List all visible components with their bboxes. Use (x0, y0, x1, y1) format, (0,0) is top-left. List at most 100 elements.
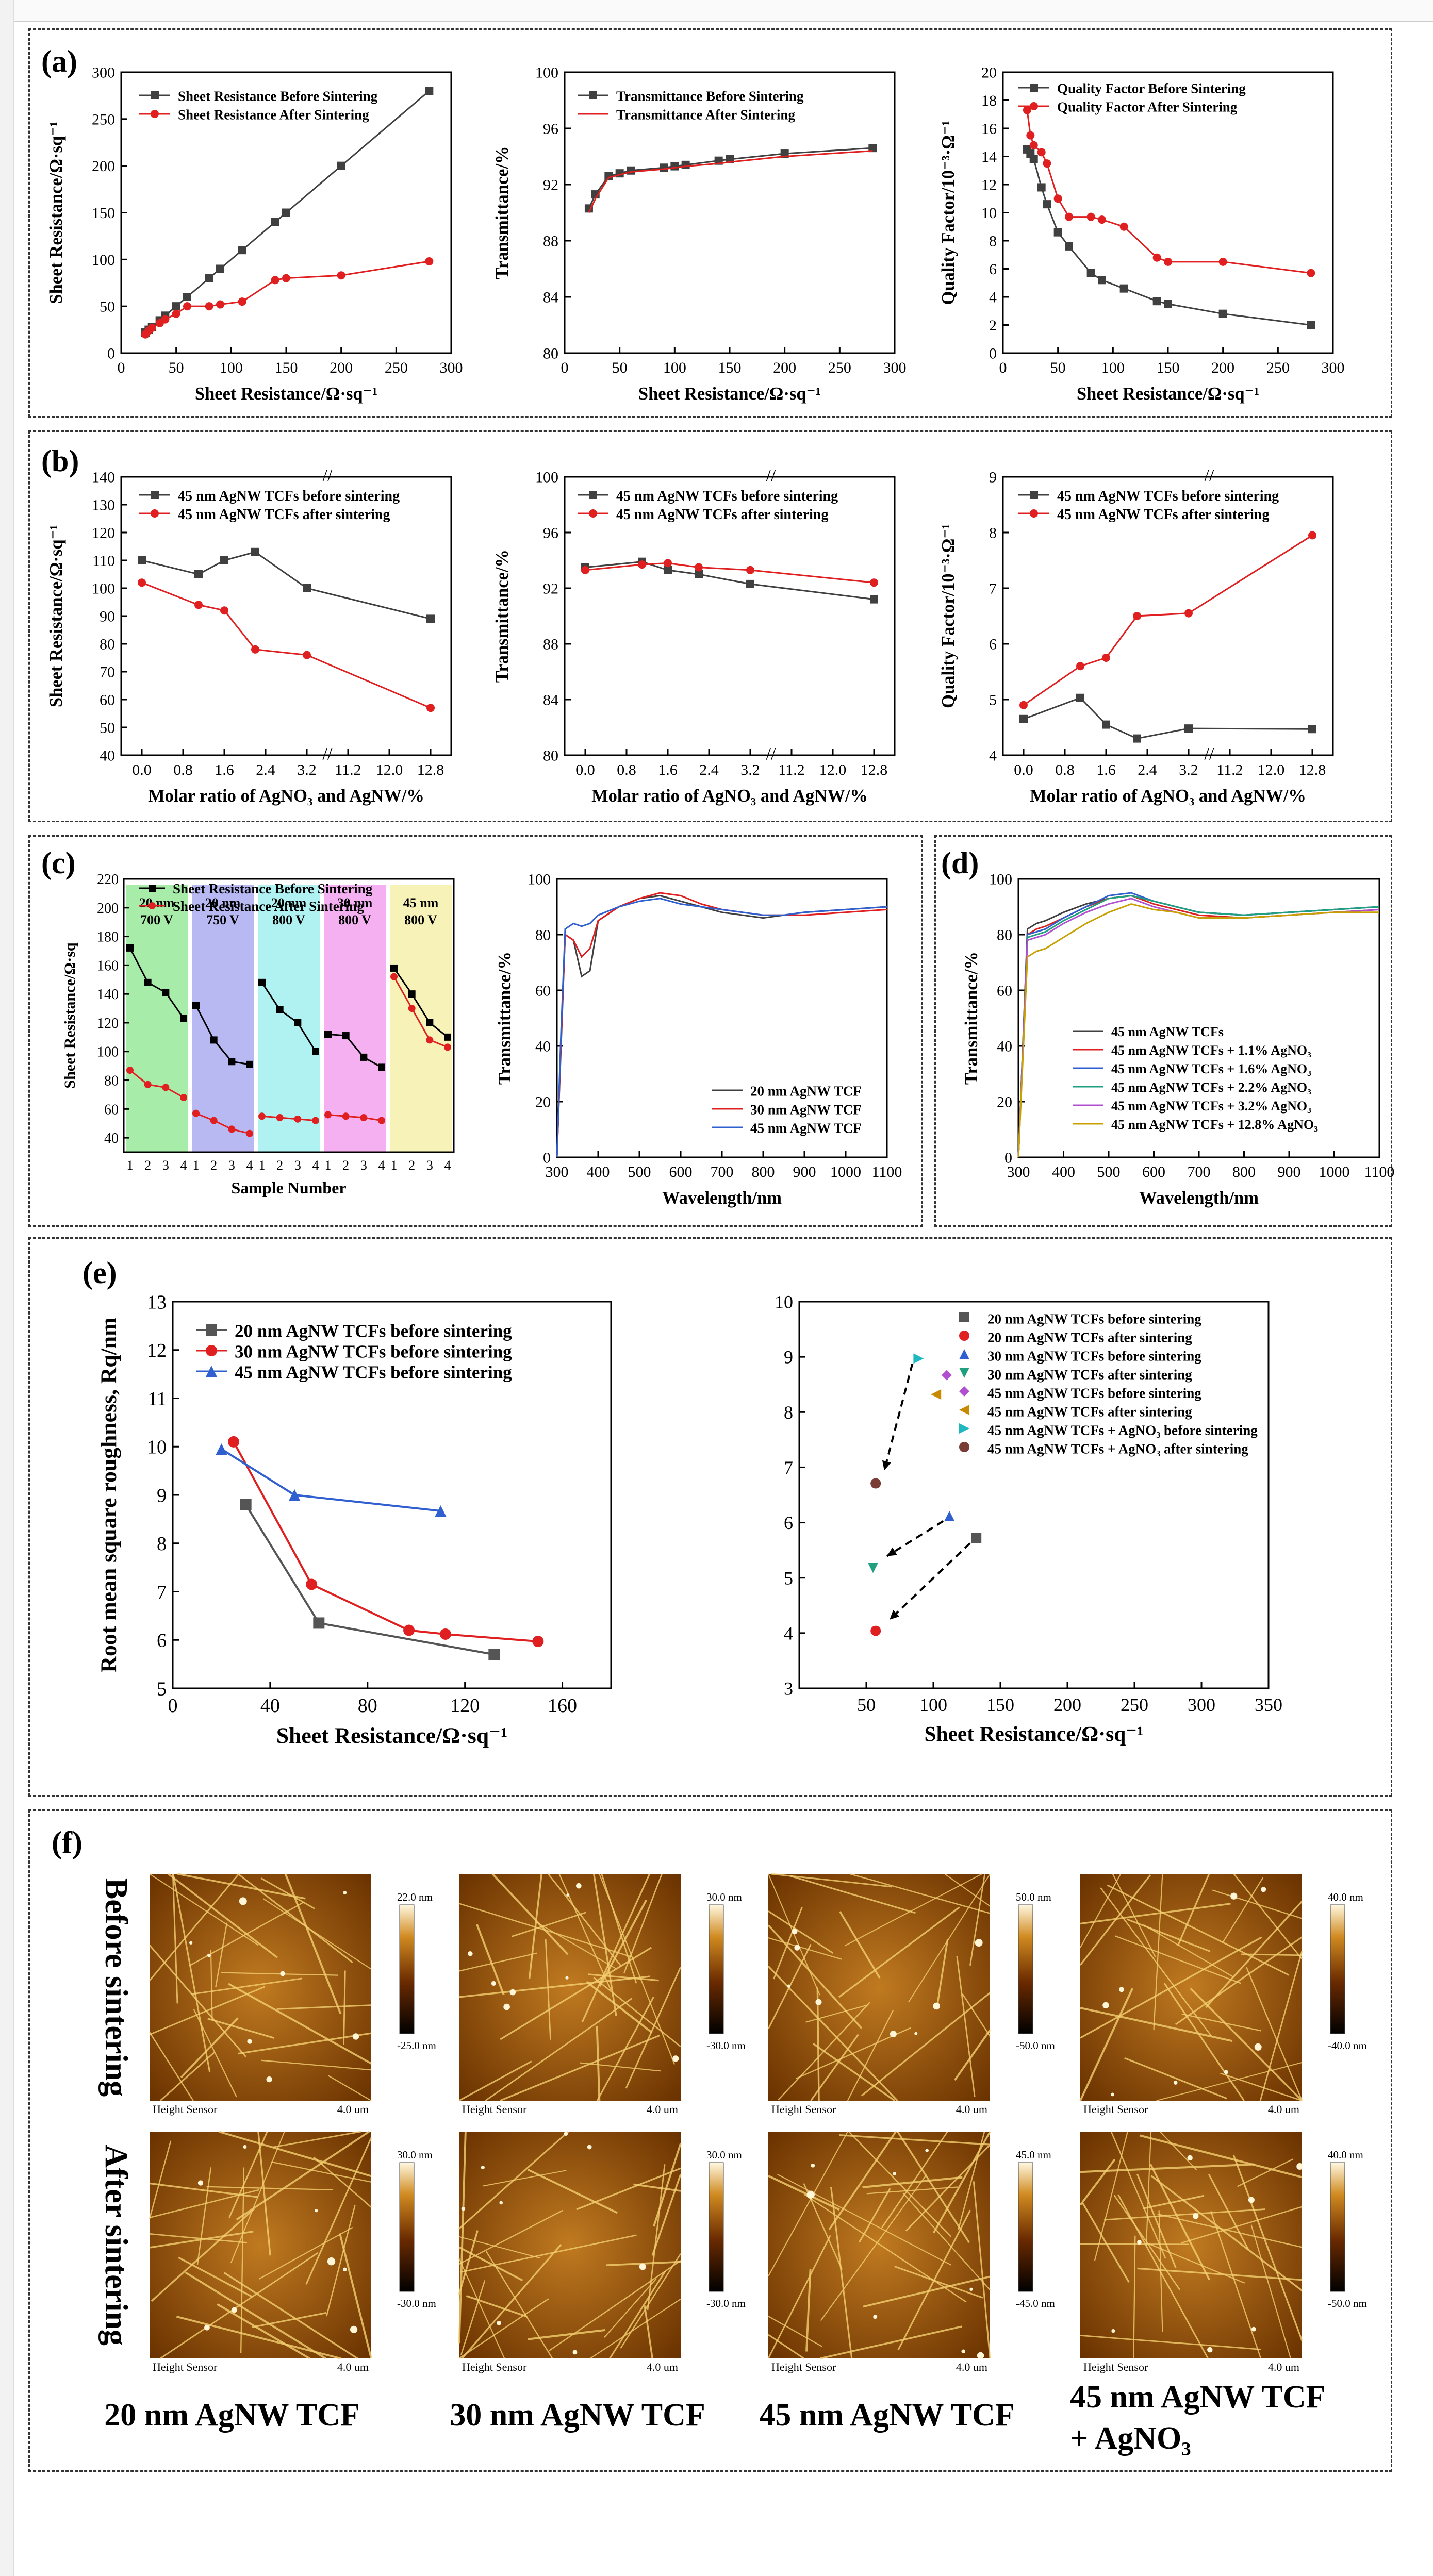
nanowire (819, 2325, 963, 2359)
nanowire (1181, 2013, 1262, 2032)
afm-col-label: + AgNO₃ (1070, 2421, 1191, 2456)
data-point (144, 1081, 152, 1088)
group-label: 800 V (338, 912, 371, 927)
nanowire (458, 2060, 532, 2102)
legend-label: Sheet Resistance Before Sintering (173, 881, 373, 896)
y-tick-label: 100 (97, 1044, 119, 1060)
particle (352, 2033, 359, 2040)
y-axis-label: Sheet Resistance/Ω·sq (61, 942, 78, 1088)
nanowire (1079, 2158, 1116, 2206)
particle (491, 1981, 496, 1986)
nanowire (838, 1906, 960, 1998)
panel-d (934, 835, 1392, 1227)
nanowire (458, 2209, 564, 2265)
x-axis-label: Wavelength/nm (1139, 1188, 1259, 1208)
data-point (289, 1489, 301, 1501)
legend-marker (149, 885, 156, 892)
nanowire (325, 2205, 356, 2317)
afm-image (1079, 1873, 1303, 2102)
data-point (238, 297, 246, 306)
legend-marker (959, 1349, 969, 1359)
particle (499, 2201, 503, 2205)
nanowire (485, 2251, 553, 2359)
particle (1111, 2092, 1115, 2097)
legend-label: Transmittance Before Sintering (616, 89, 804, 104)
nanowire (805, 2269, 812, 2352)
y-tick-label: 96 (543, 121, 558, 138)
data-point (1098, 215, 1106, 224)
particle (280, 1971, 286, 1976)
y-tick-label: 20 (981, 64, 997, 81)
legend-marker (959, 1368, 969, 1378)
y-axis-label: Quality Factor/10⁻³·Ω⁻¹ (938, 121, 958, 305)
group-label: 45 nm (403, 895, 439, 910)
particle (350, 2325, 358, 2333)
nanowire (804, 2194, 967, 2303)
y-tick-label: 10 (775, 1292, 793, 1312)
series-line-0 (141, 551, 431, 620)
data-point (240, 1499, 252, 1510)
x-tick-label: 11.2 (1216, 761, 1243, 778)
nanowire (768, 1910, 834, 1954)
nanowire (1133, 2235, 1136, 2359)
x-axis-label: Wavelength/nm (662, 1188, 782, 1208)
data-point (870, 1478, 881, 1489)
y-tick-label: 10 (147, 1437, 167, 1458)
colorbar-min: -45.0 nm (1016, 2297, 1055, 2309)
nanowire (305, 2137, 372, 2285)
legend-marker (151, 491, 159, 499)
nanowire (1241, 1953, 1303, 1956)
nanowire (545, 1939, 551, 2040)
colorbar-max: 50.0 nm (1016, 1891, 1051, 1903)
x-tick-label: 1000 (1319, 1164, 1350, 1181)
chart-c2: 300 400 500 600 700 800 900 1000 1100 0 20 40 60 80 10… (495, 871, 902, 1208)
y-tick-label: 80 (535, 927, 551, 944)
y-tick-label: 100 (92, 252, 115, 269)
particle (497, 2321, 501, 2325)
group-label: 700 V (140, 912, 173, 927)
data-point (312, 1048, 319, 1055)
series-line (195, 1005, 250, 1066)
nanowire (262, 1898, 372, 1970)
afm-scale-label: 4.0 um (647, 2103, 678, 2116)
series-line-1 (233, 1441, 538, 1643)
panel-label-e: (e) (83, 1256, 117, 1290)
y-tick-label: 80 (543, 345, 558, 362)
y-tick-label: 50 (100, 720, 115, 737)
legend-label: 45 nm AgNW TCFs + 12.8% AgNO₃ (1111, 1117, 1318, 1132)
particle (503, 2003, 510, 2010)
data-point (1023, 106, 1031, 114)
nanowire (228, 1983, 372, 2065)
nanowire (962, 1993, 991, 2037)
data-point (162, 989, 170, 996)
data-point (138, 556, 146, 564)
y-tick-label: 84 (543, 692, 558, 709)
nanowire (969, 1873, 986, 1966)
x-tick-label: 300 (1188, 1694, 1215, 1715)
y-tick-label: 9 (784, 1347, 793, 1368)
data-point (276, 1006, 284, 1013)
data-point (1218, 309, 1227, 318)
data-point (228, 1436, 240, 1448)
y-tick-label: 60 (100, 692, 115, 709)
data-point (390, 964, 398, 972)
data-point (162, 1084, 170, 1091)
nanowire (936, 1939, 949, 2003)
particle (873, 2315, 878, 2319)
particle (1187, 2155, 1193, 2161)
data-point (1102, 654, 1110, 662)
x-tick-label: 12.0 (1258, 761, 1285, 778)
nanowire (1112, 1873, 1156, 1958)
particle (565, 1976, 569, 1980)
plot-frame (564, 476, 896, 756)
nanowire (327, 2075, 372, 2101)
nanowire (149, 2032, 194, 2101)
nanowire (149, 2140, 172, 2219)
afm-scale-label: 4.0 um (956, 2361, 987, 2373)
data-point (205, 302, 213, 311)
nanowire (768, 2175, 840, 2211)
nanowire (830, 2187, 853, 2359)
nanowire (499, 2034, 660, 2102)
nanowire (178, 2256, 253, 2298)
axis-break: // (323, 466, 333, 485)
